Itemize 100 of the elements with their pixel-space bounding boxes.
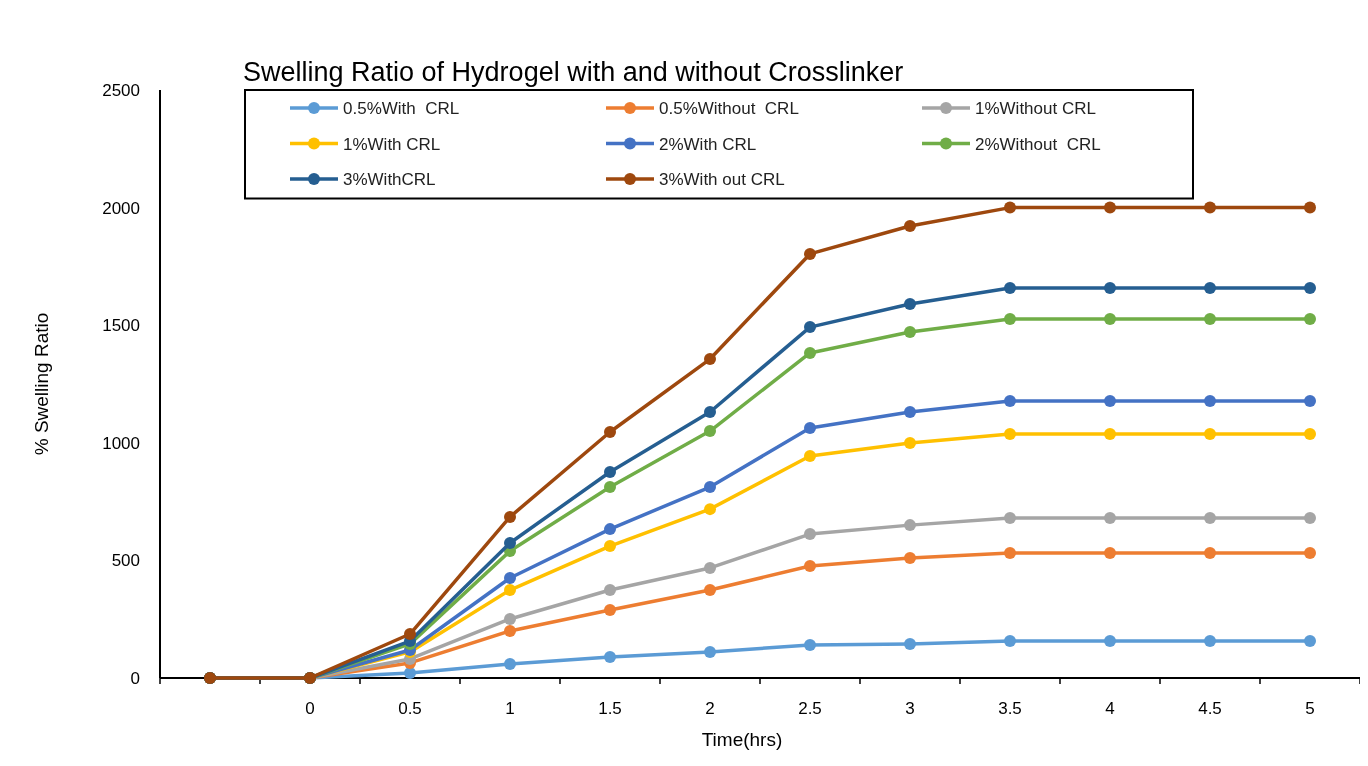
point xyxy=(604,465,616,478)
x-tick-label: 0.5 xyxy=(398,699,422,718)
point xyxy=(1104,428,1116,441)
point xyxy=(804,421,816,434)
point xyxy=(504,612,516,625)
point xyxy=(604,523,616,536)
point xyxy=(704,584,716,597)
x-tick-label: 3 xyxy=(905,699,915,718)
point xyxy=(604,481,616,494)
point xyxy=(804,247,816,260)
point xyxy=(1004,394,1016,407)
point xyxy=(1304,428,1316,441)
point xyxy=(1204,428,1216,441)
point xyxy=(1004,201,1016,214)
point xyxy=(1204,512,1216,525)
point xyxy=(704,405,716,418)
point xyxy=(904,298,916,311)
point xyxy=(704,561,716,574)
point xyxy=(804,560,816,573)
point xyxy=(504,510,516,523)
point xyxy=(404,628,416,641)
point xyxy=(504,584,516,597)
legend-label: 3%With out CRL xyxy=(659,170,785,189)
y-tick-label: 1000 xyxy=(102,433,140,453)
y-tick-label: 2000 xyxy=(102,198,140,218)
point xyxy=(904,405,916,418)
point xyxy=(1104,394,1116,407)
y-tick-label: 2500 xyxy=(102,81,140,100)
point xyxy=(1304,547,1316,560)
point xyxy=(1004,512,1016,525)
point xyxy=(804,321,816,334)
point xyxy=(904,552,916,565)
x-axis-title: Time(hrs) xyxy=(701,729,783,750)
point xyxy=(1104,201,1116,214)
point xyxy=(1004,313,1016,326)
y-axis-title: % Swelling Ratio xyxy=(31,312,52,456)
y-tick-label: 1500 xyxy=(102,316,140,336)
point xyxy=(1304,282,1316,295)
x-tick-label: 1 xyxy=(505,699,515,718)
point xyxy=(1204,313,1216,326)
point xyxy=(404,667,416,680)
point xyxy=(804,346,816,359)
x-tick-label: 2 xyxy=(705,699,715,718)
point xyxy=(1204,201,1216,214)
point xyxy=(504,657,516,670)
y-tick-label: 500 xyxy=(111,551,140,571)
point xyxy=(504,624,516,637)
point xyxy=(1204,635,1216,648)
x-tick-label: 1.5 xyxy=(598,699,622,718)
point xyxy=(704,425,716,438)
point xyxy=(904,326,916,339)
point xyxy=(1204,394,1216,407)
point xyxy=(1004,635,1016,648)
point xyxy=(1004,282,1016,295)
point xyxy=(604,425,616,438)
legend-label: 2%Without CRL xyxy=(975,134,1101,154)
legend-label: 1%Without CRL xyxy=(975,99,1096,118)
point xyxy=(604,540,616,553)
point xyxy=(904,519,916,532)
point xyxy=(604,651,616,664)
point xyxy=(1104,282,1116,295)
point xyxy=(1104,635,1116,648)
legend-label: 3%WithCRL xyxy=(343,170,436,189)
x-tick-label: 2.5 xyxy=(798,699,822,718)
legend-label: 0.5%With CRL xyxy=(343,99,460,118)
point xyxy=(904,637,916,650)
point xyxy=(1304,313,1316,326)
point xyxy=(804,528,816,541)
point xyxy=(804,449,816,462)
point xyxy=(604,604,616,617)
point xyxy=(604,584,616,597)
point xyxy=(904,437,916,450)
point xyxy=(704,481,716,494)
legend-label: 1%With CRL xyxy=(343,134,441,154)
point xyxy=(704,353,716,366)
point xyxy=(504,572,516,585)
point xyxy=(504,537,516,549)
point xyxy=(1004,547,1016,560)
point xyxy=(904,219,916,232)
point xyxy=(804,639,816,652)
chart-title: Swelling Ratio of Hydrogel with and without Crosslinker xyxy=(243,57,904,87)
x-tick-label: 4.5 xyxy=(1198,699,1222,718)
x-tick-label: 4 xyxy=(1105,699,1115,718)
legend-label: 0.5%Without CRL xyxy=(659,99,799,118)
point xyxy=(1304,394,1316,407)
point xyxy=(704,503,716,516)
point xyxy=(1304,635,1316,648)
legend-label: 2%With CRL xyxy=(659,134,757,154)
point xyxy=(1104,313,1116,326)
point xyxy=(704,645,716,658)
point xyxy=(1004,428,1016,441)
y-tick-label: 0 xyxy=(130,669,140,688)
point xyxy=(1204,282,1216,295)
point xyxy=(1104,547,1116,560)
point xyxy=(1104,512,1116,525)
x-tick-label: 5 xyxy=(1305,699,1315,718)
point xyxy=(1204,547,1216,560)
point xyxy=(1304,512,1316,525)
point xyxy=(1304,201,1316,214)
x-tick-label: 0 xyxy=(305,699,315,718)
